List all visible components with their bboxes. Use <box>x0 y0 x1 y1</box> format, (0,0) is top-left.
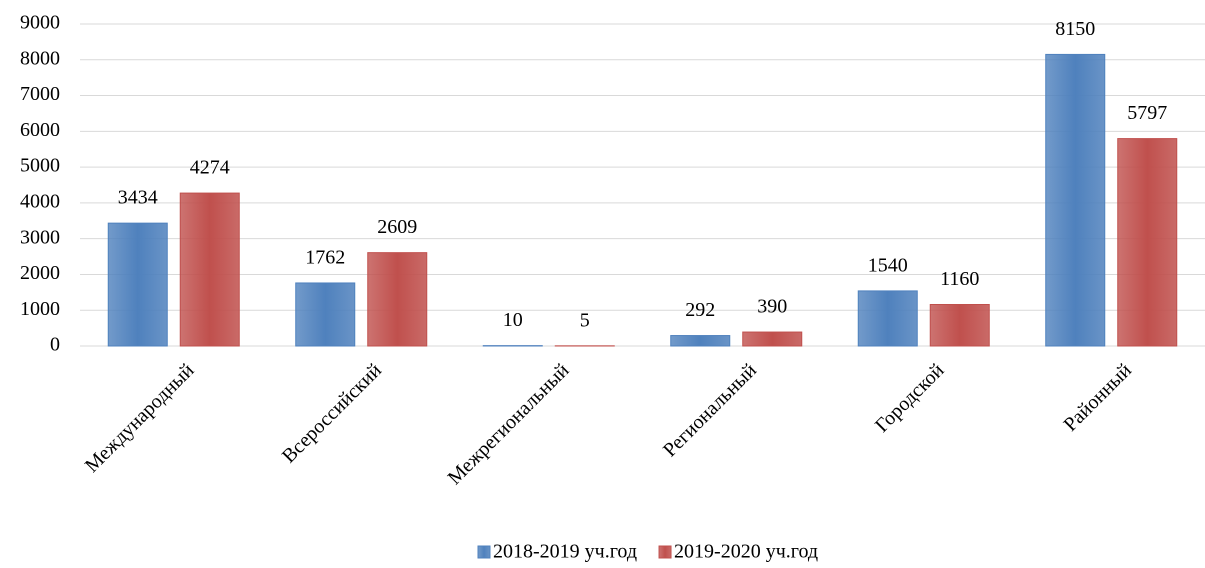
x-tick-label: Региональный <box>659 359 761 461</box>
bar <box>367 252 428 347</box>
x-tick-label: Международный <box>81 359 199 477</box>
value-label: 8150 <box>1055 18 1095 40</box>
y-tick-label: 9000 <box>20 12 60 34</box>
value-label: 1762 <box>305 247 345 269</box>
bar <box>670 335 731 347</box>
x-tick-label: Всероссийский <box>278 359 386 467</box>
y-tick-label: 3000 <box>20 226 60 248</box>
x-tick-label: Районный <box>1059 359 1136 436</box>
value-label: 292 <box>685 299 715 321</box>
bar <box>929 303 990 347</box>
y-tick-label: 6000 <box>20 119 60 141</box>
y-tick-label: 7000 <box>20 83 60 105</box>
y-tick-label: 2000 <box>20 262 60 284</box>
value-label: 2609 <box>377 216 417 238</box>
value-label: 10 <box>503 309 523 331</box>
value-label: 5797 <box>1127 102 1167 124</box>
bar <box>1117 138 1178 347</box>
bar <box>107 222 168 347</box>
legend-marker <box>658 545 672 559</box>
bar <box>742 331 803 347</box>
value-label: 4274 <box>190 157 230 179</box>
legend-label: 2019-2020 уч.год <box>674 541 818 563</box>
bar <box>179 192 240 347</box>
value-label: 1540 <box>868 254 908 276</box>
value-label: 5 <box>580 309 590 331</box>
x-tick-label: Городской <box>871 359 949 437</box>
value-label: 1160 <box>940 268 979 290</box>
legend-label: 2018-2019 уч.год <box>493 541 637 563</box>
value-label: 390 <box>757 296 787 318</box>
y-tick-label: 4000 <box>20 190 60 212</box>
value-label: 3434 <box>118 187 158 209</box>
x-tick-label: Межрегиональный <box>444 359 574 489</box>
legend-marker <box>477 545 491 559</box>
bar <box>295 282 356 347</box>
y-tick-label: 1000 <box>20 298 60 320</box>
bar <box>1045 53 1106 347</box>
y-tick-label: 8000 <box>20 47 60 69</box>
y-tick-label: 5000 <box>20 155 60 177</box>
bar <box>857 290 918 347</box>
y-tick-label: 0 <box>50 334 60 356</box>
